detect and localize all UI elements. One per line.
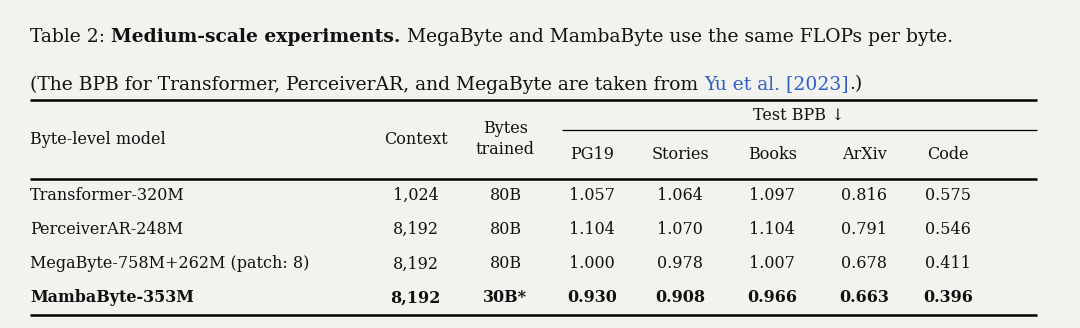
Text: ArXiv: ArXiv xyxy=(841,146,887,163)
Text: 1,024: 1,024 xyxy=(393,187,438,204)
Text: 0.978: 0.978 xyxy=(658,255,703,272)
Text: Code: Code xyxy=(928,146,969,163)
Text: 1.057: 1.057 xyxy=(569,187,615,204)
Text: 0.816: 0.816 xyxy=(841,187,887,204)
Text: Test BPB ↓: Test BPB ↓ xyxy=(754,106,845,123)
Text: 0.908: 0.908 xyxy=(656,289,705,306)
Text: 0.791: 0.791 xyxy=(841,221,887,238)
Text: MegaByte and MambaByte use the same FLOPs per byte.: MegaByte and MambaByte use the same FLOP… xyxy=(401,28,953,46)
Text: 0.546: 0.546 xyxy=(926,221,971,238)
Text: 1.000: 1.000 xyxy=(569,255,615,272)
Text: 1.007: 1.007 xyxy=(750,255,795,272)
Text: MegaByte-758M+262M (patch: 8): MegaByte-758M+262M (patch: 8) xyxy=(30,255,310,272)
Text: Yu et al. [2023]: Yu et al. [2023] xyxy=(704,75,849,93)
Text: .): .) xyxy=(849,75,862,93)
Text: 0.575: 0.575 xyxy=(926,187,971,204)
Text: 0.930: 0.930 xyxy=(567,289,617,306)
Text: 0.411: 0.411 xyxy=(926,255,971,272)
Text: 30B*: 30B* xyxy=(484,289,527,306)
Text: 0.678: 0.678 xyxy=(841,255,887,272)
Text: Medium-scale experiments.: Medium-scale experiments. xyxy=(111,28,401,46)
Text: 80B: 80B xyxy=(489,221,522,238)
Text: Stories: Stories xyxy=(651,146,710,163)
Text: 0.396: 0.396 xyxy=(923,289,973,306)
Text: 1.064: 1.064 xyxy=(658,187,703,204)
Text: MambaByte-353M: MambaByte-353M xyxy=(30,289,194,306)
Text: Bytes
trained: Bytes trained xyxy=(476,120,535,158)
Text: 1.104: 1.104 xyxy=(569,221,615,238)
Text: 0.966: 0.966 xyxy=(747,289,797,306)
Text: 8,192: 8,192 xyxy=(391,289,441,306)
Text: Books: Books xyxy=(747,146,797,163)
Text: 80B: 80B xyxy=(489,187,522,204)
Text: PerceiverAR-248M: PerceiverAR-248M xyxy=(30,221,184,238)
Text: 0.663: 0.663 xyxy=(839,289,889,306)
Text: Transformer-320M: Transformer-320M xyxy=(30,187,185,204)
Text: 1.097: 1.097 xyxy=(750,187,795,204)
Text: 1.104: 1.104 xyxy=(750,221,795,238)
Text: 8,192: 8,192 xyxy=(393,255,438,272)
Text: (The BPB for Transformer, PerceiverAR, and MegaByte are taken from: (The BPB for Transformer, PerceiverAR, a… xyxy=(30,75,704,94)
Text: Table 2:: Table 2: xyxy=(30,28,111,46)
Text: 8,192: 8,192 xyxy=(393,221,438,238)
Text: Byte-level model: Byte-level model xyxy=(30,131,166,148)
Text: 80B: 80B xyxy=(489,255,522,272)
Text: Context: Context xyxy=(383,131,448,148)
Text: 1.070: 1.070 xyxy=(658,221,703,238)
Text: PG19: PG19 xyxy=(570,146,613,163)
